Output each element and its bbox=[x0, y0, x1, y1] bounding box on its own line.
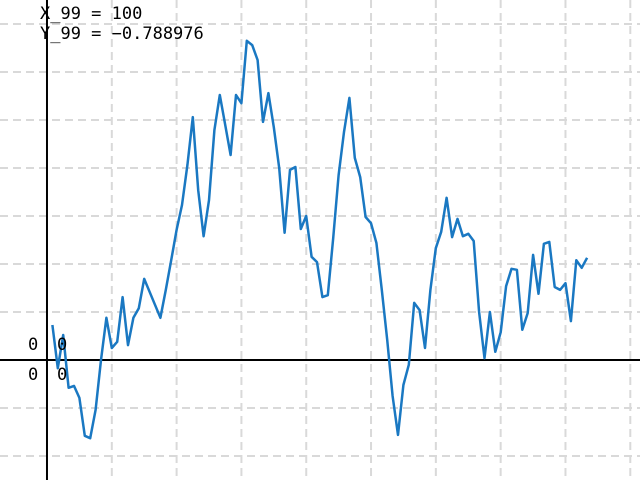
data-line bbox=[51, 39, 589, 440]
x-tick-label: 0 bbox=[57, 335, 67, 355]
y-tick-label: 0 bbox=[28, 365, 38, 385]
y-tick-label: 0 bbox=[28, 335, 38, 355]
annotation: X_99 = 100 bbox=[40, 4, 142, 24]
x-tick-label: 0 bbox=[57, 365, 67, 385]
annotation: Y_99 = −0.788976 bbox=[40, 24, 204, 44]
